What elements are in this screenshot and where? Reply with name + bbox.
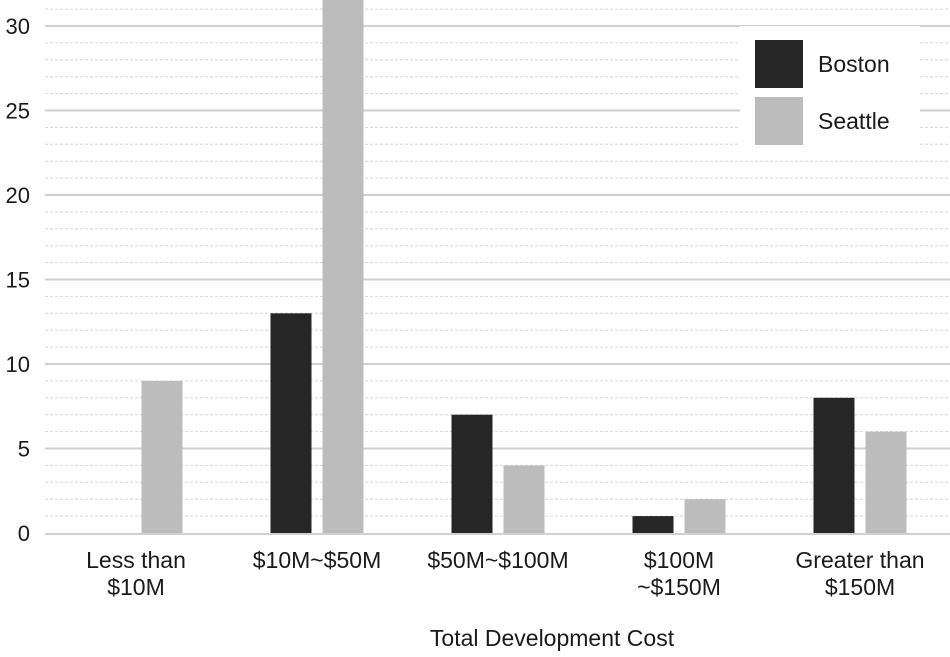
legend-swatch-seattle bbox=[755, 97, 803, 145]
x-category-label: $100M ~$150M bbox=[637, 547, 721, 600]
bar-seattle-4 bbox=[865, 431, 907, 533]
bar-seattle-3 bbox=[684, 499, 726, 533]
bar-seattle-0 bbox=[141, 380, 183, 533]
legend-label-boston: Boston bbox=[818, 51, 890, 77]
y-tick-label: 5 bbox=[18, 437, 30, 462]
bar-seattle-1 bbox=[322, 0, 364, 533]
bars bbox=[141, 0, 907, 533]
bar-boston-4 bbox=[813, 397, 855, 533]
x-category-label: $10M~$50M bbox=[253, 547, 382, 573]
bar-boston-1 bbox=[270, 313, 312, 533]
x-category-label: Less than $10M bbox=[86, 547, 186, 600]
y-tick-label: 20 bbox=[6, 183, 30, 208]
x-axis-categories: Less than $10M $10M~$50M $50M~$100M $100M ~$1… bbox=[86, 547, 924, 600]
legend: Boston Seattle bbox=[740, 26, 920, 156]
y-tick-label: 15 bbox=[6, 268, 30, 293]
bar-boston-3 bbox=[632, 516, 674, 533]
bar-boston-2 bbox=[451, 414, 493, 533]
y-tick-label: 10 bbox=[6, 352, 30, 377]
y-tick-label: 25 bbox=[6, 99, 30, 124]
y-tick-label: 0 bbox=[18, 521, 30, 546]
legend-label-seattle: Seattle bbox=[818, 108, 890, 134]
y-axis-ticks: 0 5 10 15 20 25 30 bbox=[6, 14, 30, 546]
x-axis-title: Total Development Cost bbox=[430, 625, 675, 651]
y-tick-label: 30 bbox=[6, 14, 30, 39]
bar-seattle-2 bbox=[503, 465, 545, 533]
x-category-label: $50M~$100M bbox=[427, 547, 568, 573]
x-category-label: Greater than $150M bbox=[795, 547, 924, 600]
legend-swatch-boston bbox=[755, 40, 803, 88]
